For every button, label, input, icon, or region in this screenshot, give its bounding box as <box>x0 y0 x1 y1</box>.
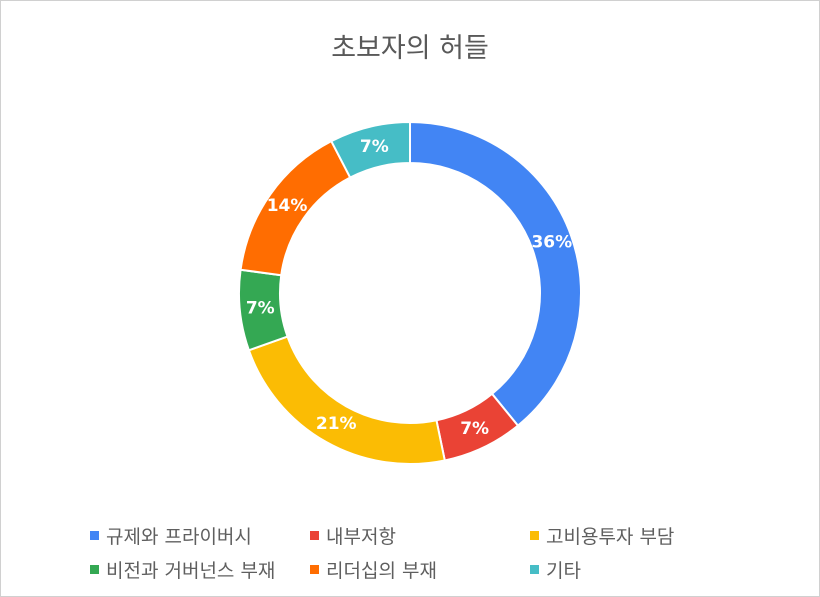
legend-swatch <box>90 565 99 574</box>
legend-swatch <box>310 565 319 574</box>
slice-data-label: 36% <box>531 233 572 253</box>
slice-data-label: 21% <box>316 414 357 434</box>
legend-swatch <box>530 531 539 540</box>
donut-slice[interactable] <box>247 335 446 465</box>
legend: 규제와 프라이버시 내부저항 고비용투자 부담 비전과 거버넌스 부재 리더십의… <box>0 516 820 586</box>
chart-title: 초보자의 허들 <box>331 33 489 64</box>
donut-slice[interactable] <box>329 120 411 179</box>
legend-item[interactable]: 비전과 거버넌스 부재 <box>90 556 275 583</box>
legend-swatch <box>90 531 99 540</box>
legend-label: 고비용투자 부담 <box>546 526 675 548</box>
legend-label: 리더십의 부재 <box>326 560 437 582</box>
legend-item[interactable]: 규제와 프라이버시 <box>90 522 252 549</box>
legend-label: 내부저항 <box>326 526 396 548</box>
donut-slice[interactable] <box>409 120 582 428</box>
legend-label: 기타 <box>546 560 581 582</box>
legend-label: 규제와 프라이버시 <box>106 526 252 548</box>
slice-data-label: 7% <box>246 298 275 318</box>
slice-data-label: 14% <box>267 196 308 216</box>
legend-swatch <box>530 565 539 574</box>
legend-item[interactable]: 리더십의 부재 <box>310 556 437 583</box>
legend-item[interactable]: 내부저항 <box>310 522 396 549</box>
slice-data-label: 7% <box>360 137 389 157</box>
legend-item[interactable]: 기타 <box>530 556 581 583</box>
legend-item[interactable]: 고비용투자 부담 <box>530 522 674 549</box>
legend-label: 비전과 거버넌스 부재 <box>106 560 276 582</box>
slice-data-label: 7% <box>460 419 489 439</box>
legend-swatch <box>310 531 319 540</box>
